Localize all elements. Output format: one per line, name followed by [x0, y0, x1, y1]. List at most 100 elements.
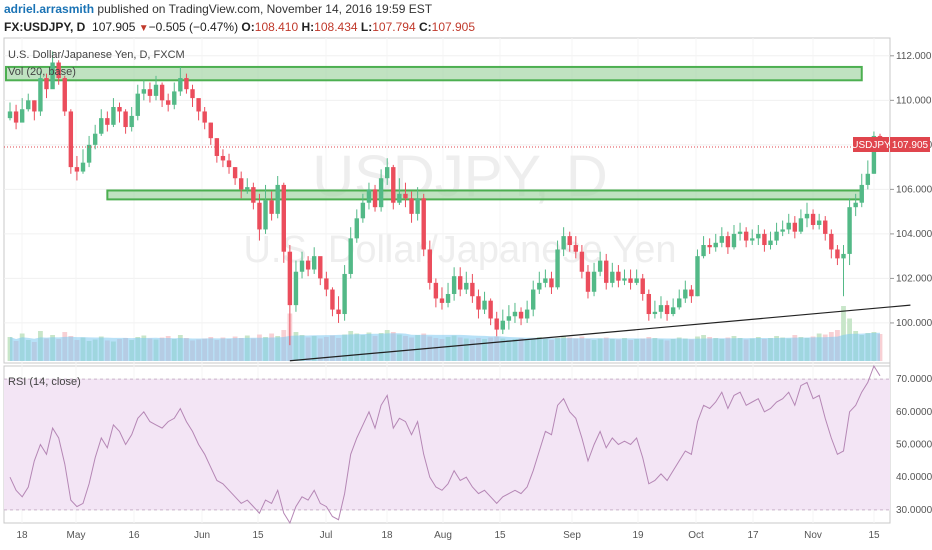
- published-text: published on TradingView.com, November 1…: [97, 2, 433, 16]
- high-label: H:: [301, 20, 315, 34]
- candle-body: [439, 298, 445, 303]
- change-value: −0.505 (−0.47%): [148, 20, 239, 34]
- close-value: 107.905: [431, 20, 476, 34]
- price-tick-label: 106.000: [896, 184, 932, 195]
- candle-body: [664, 305, 670, 315]
- time-tick-label: 19: [632, 530, 644, 541]
- trendline[interactable]: [289, 304, 911, 362]
- price-tick-label: 110.000: [896, 95, 932, 106]
- rsi-plot: [4, 364, 890, 525]
- open-label: O:: [241, 20, 255, 34]
- candle-body: [74, 167, 80, 172]
- candle-body: [348, 238, 353, 274]
- candle-body: [427, 249, 432, 283]
- symbol-label[interactable]: FX:USDJPY, D: [4, 20, 86, 34]
- candle-body: [409, 198, 414, 214]
- time-tick-label: Sep: [563, 530, 581, 541]
- candle-body: [518, 311, 524, 319]
- price-axis[interactable]: 112.000110.000108.000106.000104.000102.0…: [890, 51, 932, 329]
- candle-body: [153, 84, 159, 96]
- zone-rectangle[interactable]: [5, 65, 863, 82]
- candle-body: [658, 305, 664, 312]
- candle-body: [531, 289, 536, 310]
- time-tick-label: Oct: [688, 530, 704, 541]
- candle-body: [823, 220, 828, 234]
- candle-body: [196, 98, 201, 112]
- candle-body: [500, 320, 505, 330]
- candle-body: [123, 111, 128, 128]
- candle-body: [604, 260, 609, 283]
- candle-body: [725, 236, 731, 248]
- candle-body: [336, 309, 341, 315]
- volume-legend[interactable]: Vol (20, base): [8, 66, 76, 78]
- candle-body: [756, 233, 761, 239]
- candle-body: [330, 289, 335, 310]
- support-resistance-zones[interactable]: [5, 65, 863, 201]
- candle-body: [111, 107, 116, 125]
- candle-body: [768, 240, 773, 246]
- candle-body: [470, 282, 475, 297]
- candle-body: [44, 78, 49, 90]
- time-tick-label: Jun: [194, 530, 210, 541]
- candle-body: [622, 278, 627, 281]
- candle-body: [190, 89, 195, 99]
- rsi-line: [9, 364, 881, 525]
- last-value: 107.905: [92, 20, 136, 34]
- candle-body: [232, 167, 238, 179]
- candle-body: [86, 144, 92, 163]
- candle-body: [281, 184, 286, 252]
- candle-body: [494, 318, 499, 330]
- time-tick-label: 15: [252, 530, 264, 541]
- candle-body: [421, 198, 426, 250]
- rsi-tick-label: 70.0000: [896, 374, 932, 385]
- candle-body: [458, 276, 463, 290]
- candle-body: [871, 135, 877, 174]
- candle-body: [99, 118, 104, 134]
- candle-body: [865, 173, 871, 185]
- candle-body: [512, 311, 518, 317]
- candle-body: [366, 189, 372, 203]
- rsi-legend[interactable]: RSI (14, close): [8, 376, 81, 388]
- candle-body: [372, 189, 378, 208]
- candle-body: [245, 187, 250, 190]
- time-tick-label: May: [67, 530, 86, 541]
- candle-body: [324, 278, 329, 290]
- candle-body: [549, 278, 554, 288]
- price-tick-label: 100.000: [896, 318, 932, 329]
- candle-body: [774, 231, 779, 241]
- candle-body: [397, 193, 402, 203]
- candle-body: [50, 62, 55, 90]
- candle-body: [287, 251, 293, 306]
- time-tick-label: 15: [868, 530, 880, 541]
- price-tick-label: 112.000: [896, 51, 932, 62]
- candle-body: [214, 138, 220, 156]
- author-link[interactable]: adriel.arrasmith: [4, 2, 95, 16]
- candle-body: [172, 91, 177, 105]
- candle-body: [129, 115, 134, 128]
- price-legend[interactable]: U.S. Dollar/Japanese Yen, D, FXCM: [8, 49, 185, 61]
- trendline-group[interactable]: [289, 304, 911, 362]
- candle-body: [403, 193, 408, 199]
- time-tick-label: 15: [494, 530, 506, 541]
- price-tick-label: 104.000: [896, 229, 932, 240]
- price-tag-value: 107.905: [892, 140, 929, 151]
- candle-body: [597, 260, 603, 272]
- zone-rectangle[interactable]: [106, 189, 863, 201]
- candle-body: [762, 233, 767, 246]
- candle-body: [689, 289, 694, 297]
- rsi-axis[interactable]: 70.0000 60.0000 50.0000 40.0000 30.0000: [896, 374, 932, 516]
- candle-body: [628, 278, 633, 283]
- candle-body: [829, 233, 834, 250]
- rsi-tick-label: 50.0000: [896, 440, 932, 451]
- candle-body: [451, 276, 457, 294]
- candle-body: [810, 213, 816, 225]
- price-tag: USDJPY 107.905: [851, 137, 930, 152]
- candle-body: [105, 118, 110, 125]
- candle-body: [677, 298, 682, 308]
- time-axis[interactable]: 18 May 16 Jun 15 Jul 18 Aug 15 Sep 19 Oct 17 Nov 15: [16, 530, 880, 541]
- candle-body: [719, 236, 725, 243]
- candle-body: [646, 293, 652, 315]
- candle-body: [853, 202, 858, 208]
- candle-body: [226, 160, 232, 168]
